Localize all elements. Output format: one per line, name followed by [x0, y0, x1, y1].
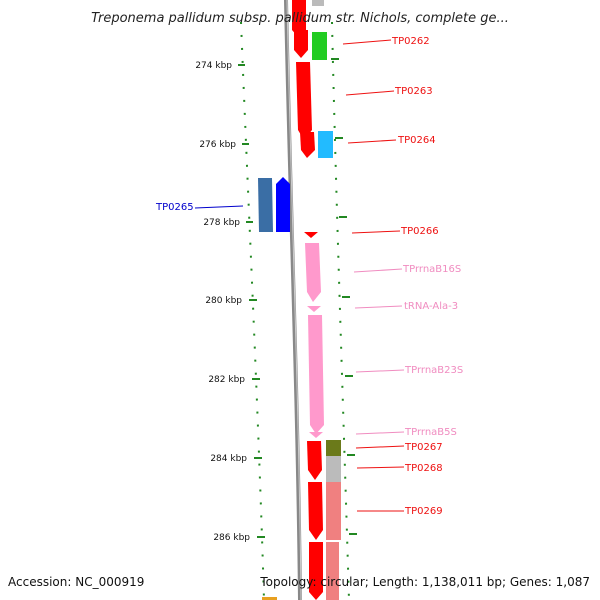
ruler-ticks: [238, 58, 357, 538]
gene-arrow: [296, 62, 312, 140]
leader-line: [355, 445, 405, 449]
cog-track: [312, 0, 341, 600]
dotted-rings: [240, 21, 350, 600]
gene-label: TP0263: [394, 86, 433, 97]
ring-inner-dotted: [240, 21, 265, 600]
ring-outer-dotted: [331, 21, 350, 600]
tick-label: 284 kbp: [210, 454, 247, 464]
leader-line: [345, 90, 395, 96]
genome-backbone: [284, 0, 302, 600]
leader-line: [356, 466, 405, 469]
gene-arrow: [307, 441, 322, 480]
leader-line: [354, 305, 403, 309]
tick-label: 276 kbp: [199, 140, 236, 150]
rrna-arrow: [307, 306, 321, 312]
gene-label: TP0267: [404, 442, 443, 453]
leader-line: [351, 230, 401, 234]
topology-label: Topology: circular; Length: 1,138,011 bp…: [259, 575, 590, 589]
gene-label: tRNA-Ala-3: [404, 301, 458, 312]
cog-block: [258, 178, 273, 232]
gene-labels: TP0262 TP0263 TP0264 TP0265 TP0266 TPrrn…: [155, 36, 463, 517]
leader-line: [194, 205, 244, 209]
genome-backbone-highlight: [286, 0, 302, 600]
leader-line: [355, 431, 405, 435]
ruler-labels: 274 kbp 276 kbp 278 kbp 280 kbp 282 kbp …: [195, 61, 250, 543]
leader-line: [342, 39, 392, 45]
tick-label: 286 kbp: [213, 533, 250, 543]
gene-arrow-reverse: [276, 177, 290, 232]
tick-label: 278 kbp: [203, 218, 240, 228]
gene-label: TP0266: [400, 226, 439, 237]
cog-block: [326, 542, 339, 600]
rrna-arrow: [309, 432, 323, 438]
accession-label: Accession: NC_000919: [8, 575, 144, 589]
label-leaders: [194, 39, 405, 512]
leader-line: [347, 139, 397, 144]
gene-label: TPrrnaB5S: [404, 427, 457, 438]
reverse-gene-tp0265: [258, 177, 290, 232]
rrna-arrow: [308, 315, 324, 434]
cog-block: [312, 0, 324, 6]
gene-arrow: [292, 0, 306, 38]
gene-label: TP0262: [391, 36, 430, 47]
gene-arrow: [294, 30, 308, 58]
gene-label: TP0264: [397, 135, 436, 146]
gene-label: TP0268: [404, 463, 443, 474]
cog-block: [326, 440, 341, 456]
cog-block: [318, 131, 333, 158]
gene-arrow: [309, 542, 323, 600]
leader-line: [353, 268, 403, 273]
tick-label: 282 kbp: [208, 375, 245, 385]
gene-arrow: [308, 482, 323, 540]
tick-label: 280 kbp: [205, 296, 242, 306]
gene-label: TPrrnaB23S: [404, 365, 463, 376]
rrna-track: [305, 243, 324, 438]
gene-arrow: [300, 132, 315, 158]
cog-block: [326, 482, 341, 540]
cog-block: [312, 32, 327, 60]
map-title: Treponema pallidum subsp. pallidum str. …: [91, 11, 509, 26]
tick-label: 274 kbp: [195, 61, 232, 71]
leader-line: [355, 369, 405, 373]
cog-block: [326, 456, 341, 482]
cds-track: [292, 0, 323, 600]
partial-feature: [262, 597, 277, 600]
rrna-arrow: [305, 243, 321, 302]
gene-label: TP0265: [155, 202, 194, 213]
gene-arrow: [304, 232, 318, 238]
gene-label: TPrrnaB16S: [402, 264, 461, 275]
gene-label: TP0269: [404, 506, 443, 517]
